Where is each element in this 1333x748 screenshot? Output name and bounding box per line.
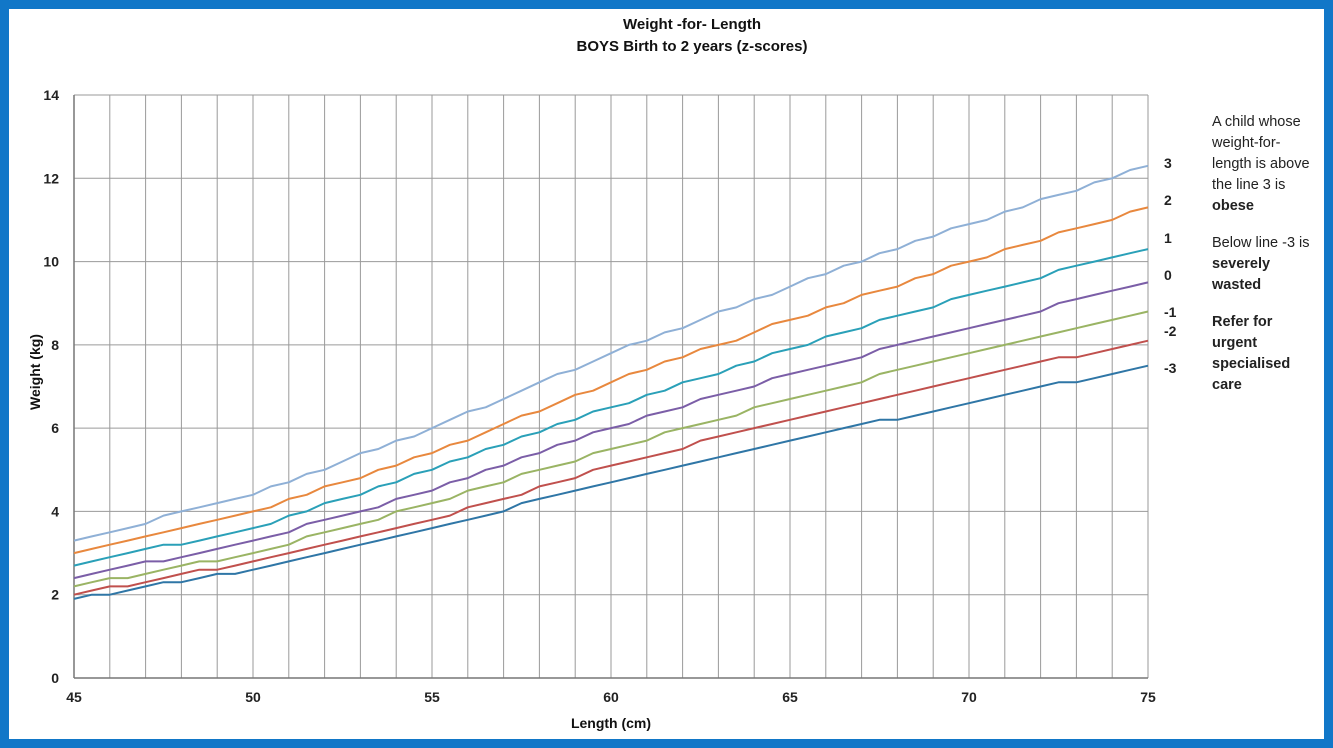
series-line-0: [73, 281, 1149, 580]
note-wasted-bold: severely wasted: [1212, 256, 1271, 293]
y-tick-label: 10: [43, 254, 59, 270]
y-tick-label: 14: [43, 87, 59, 103]
y-tick-label: 8: [51, 337, 59, 353]
series-labels: 3 2 1 0 -1 -2 -3: [1164, 155, 1177, 376]
series-line--2: [73, 339, 1149, 596]
y-tick-label: 4: [51, 503, 59, 519]
x-tick-label: 45: [66, 689, 82, 705]
interpretation-note: A child whose weight-for-length is above…: [1212, 112, 1312, 396]
x-tick-label: 55: [424, 689, 440, 705]
x-tick-label: 75: [1140, 689, 1156, 705]
x-tick-label: 65: [782, 689, 798, 705]
note-wasted-text: Below line -3 is: [1212, 235, 1310, 251]
y-tick-label: 12: [43, 170, 59, 186]
series-lines: [73, 164, 1149, 600]
chart-title: Weight -for- Length: [623, 16, 761, 33]
series-label-1: 1: [1164, 230, 1172, 246]
y-tick-label: 6: [51, 420, 59, 436]
x-axis-ticks: 45 50 55 60 65 70 75: [66, 689, 1156, 705]
series-label-2: 2: [1164, 192, 1172, 208]
series-label--3: -3: [1164, 360, 1177, 376]
note-refer: Refer for urgent specialised care: [1212, 312, 1312, 396]
series-label-0: 0: [1164, 267, 1172, 283]
series-line--1: [73, 310, 1149, 588]
note-refer-bold: Refer for urgent specialised care: [1212, 314, 1291, 393]
note-obese-text: A child whose weight-for-length is above…: [1212, 114, 1310, 193]
series-line-2: [73, 206, 1149, 555]
y-axis-label: Weight (kg): [27, 334, 43, 410]
y-axis-ticks: 0 2 4 6 8 10 12 14: [43, 87, 59, 686]
chart-subtitle: BOYS Birth to 2 years (z-scores): [577, 38, 808, 55]
series-line-1: [73, 248, 1149, 567]
y-tick-label: 0: [51, 670, 59, 686]
note-wasted: Below line -3 is severely wasted: [1212, 233, 1312, 296]
gridlines: [73, 94, 1149, 679]
series-label--2: -2: [1164, 323, 1177, 339]
x-axis-label: Length (cm): [571, 715, 651, 731]
note-obese: A child whose weight-for-length is above…: [1212, 112, 1312, 217]
note-obese-bold: obese: [1212, 198, 1254, 214]
series-line-3: [73, 164, 1149, 542]
series-line--3: [73, 364, 1149, 600]
series-label-3: 3: [1164, 155, 1172, 171]
series-label--1: -1: [1164, 304, 1177, 320]
x-tick-label: 70: [961, 689, 977, 705]
y-tick-label: 2: [51, 587, 59, 603]
x-tick-label: 50: [245, 689, 261, 705]
x-tick-label: 60: [603, 689, 619, 705]
